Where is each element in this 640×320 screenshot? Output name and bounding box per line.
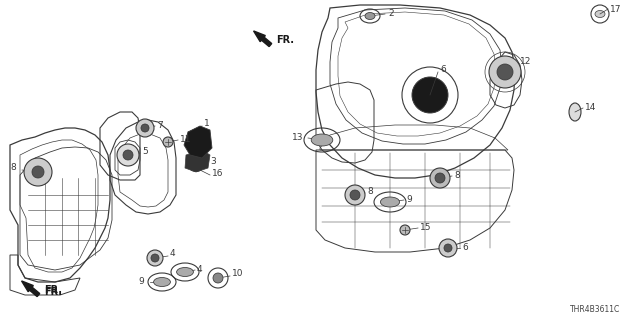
Circle shape [345,185,365,205]
Ellipse shape [380,197,399,207]
Text: 13: 13 [292,133,303,142]
Circle shape [141,124,149,132]
Text: 6: 6 [440,66,445,75]
Text: 14: 14 [585,103,596,113]
Circle shape [24,158,52,186]
Circle shape [117,144,139,166]
Polygon shape [184,126,212,158]
Circle shape [32,166,44,178]
Text: 15: 15 [420,222,431,231]
Text: 4: 4 [197,265,203,274]
FancyArrow shape [253,31,272,47]
Text: THR4B3611C: THR4B3611C [570,305,620,314]
Text: FR.: FR. [44,285,62,295]
Circle shape [163,137,173,147]
Ellipse shape [190,164,202,172]
Text: 17: 17 [610,4,621,13]
Circle shape [439,239,457,257]
Text: 9: 9 [406,195,412,204]
Ellipse shape [154,277,170,286]
Text: 7: 7 [157,121,163,130]
Text: 8: 8 [454,171,460,180]
Ellipse shape [569,103,581,121]
Text: 2: 2 [388,10,394,19]
Ellipse shape [365,12,375,20]
Text: 9: 9 [138,277,144,286]
Text: 10: 10 [232,269,243,278]
Circle shape [400,225,410,235]
Text: 6: 6 [462,243,468,252]
Circle shape [147,250,163,266]
Text: 1: 1 [204,119,210,129]
Text: 8: 8 [10,164,16,172]
Text: 3: 3 [210,157,216,166]
Ellipse shape [311,134,333,146]
Polygon shape [185,150,210,172]
Ellipse shape [177,268,193,276]
Text: 8: 8 [367,188,372,196]
Circle shape [213,273,223,283]
Text: 11: 11 [180,134,191,143]
Text: 5: 5 [142,148,148,156]
Text: 12: 12 [520,58,531,67]
Ellipse shape [595,11,605,18]
Circle shape [412,77,448,113]
Text: FR.: FR. [44,287,62,297]
Circle shape [430,168,450,188]
Circle shape [136,119,154,137]
Circle shape [435,173,445,183]
Circle shape [151,254,159,262]
Circle shape [489,56,521,88]
Circle shape [123,150,133,160]
FancyArrow shape [22,281,40,297]
Text: 4: 4 [170,250,175,259]
Circle shape [444,244,452,252]
Circle shape [350,190,360,200]
Text: 16: 16 [212,170,223,179]
Text: FR.: FR. [276,35,294,45]
Circle shape [497,64,513,80]
